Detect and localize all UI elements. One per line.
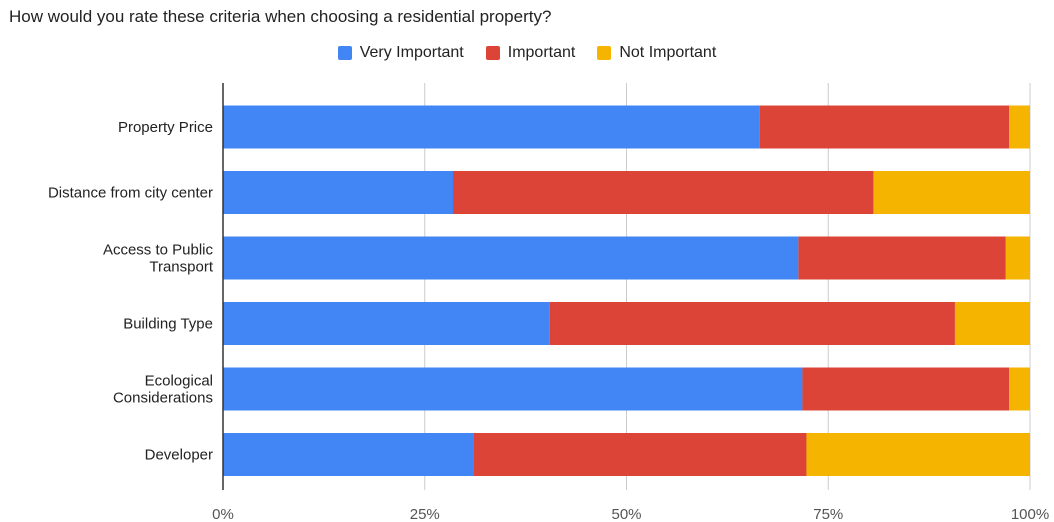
legend-swatch-important xyxy=(485,46,500,60)
bar-segment xyxy=(223,171,453,214)
category-label: Ecological xyxy=(145,373,213,390)
legend-item-important: Important xyxy=(485,44,576,62)
bar-segment xyxy=(1009,367,1030,411)
category-label: Distance from city center xyxy=(48,185,213,202)
legend-swatch-very-important xyxy=(337,46,352,60)
bar-segment xyxy=(473,433,807,476)
legend-label-very-important: Very Important xyxy=(359,44,464,61)
bar-segment xyxy=(549,302,955,345)
bar-segment xyxy=(223,367,803,411)
bar-segment xyxy=(873,171,1030,214)
legend-label-important: Important xyxy=(507,44,576,61)
bar-segment xyxy=(223,302,550,345)
bar-segment xyxy=(452,171,874,214)
x-tick-label: 50% xyxy=(611,506,641,522)
bar-segment xyxy=(759,105,1010,149)
bar-segment xyxy=(802,367,1010,411)
x-tick-label: 25% xyxy=(410,506,440,522)
x-tick-label: 100% xyxy=(1011,506,1049,522)
legend-item-very-important: Very Important xyxy=(337,44,464,62)
category-label: Considerations xyxy=(113,390,213,407)
bar-segment xyxy=(798,236,1006,280)
x-tick-label: 0% xyxy=(212,506,234,522)
chart-title: How would you rate these criteria when c… xyxy=(9,7,552,26)
bar-segment xyxy=(1009,105,1030,149)
bar-segment xyxy=(223,105,760,149)
bar-segment xyxy=(1005,236,1030,280)
bar-segment xyxy=(223,433,474,476)
legend-item-not-important: Not Important xyxy=(597,44,716,62)
x-tick-label: 75% xyxy=(813,506,843,522)
bar-segment xyxy=(806,433,1030,476)
category-label: Property Price xyxy=(118,119,213,136)
category-label: Developer xyxy=(145,447,213,464)
legend-label-not-important: Not Important xyxy=(619,44,717,61)
legend-swatch-not-important xyxy=(597,46,612,60)
category-label: Building Type xyxy=(123,316,213,333)
legend: Very Important Important Not Important xyxy=(0,44,1054,62)
category-label: Access to Public xyxy=(103,242,214,259)
bar-segment xyxy=(223,236,799,280)
bar-segment xyxy=(954,302,1030,345)
category-label: Transport xyxy=(149,259,213,276)
